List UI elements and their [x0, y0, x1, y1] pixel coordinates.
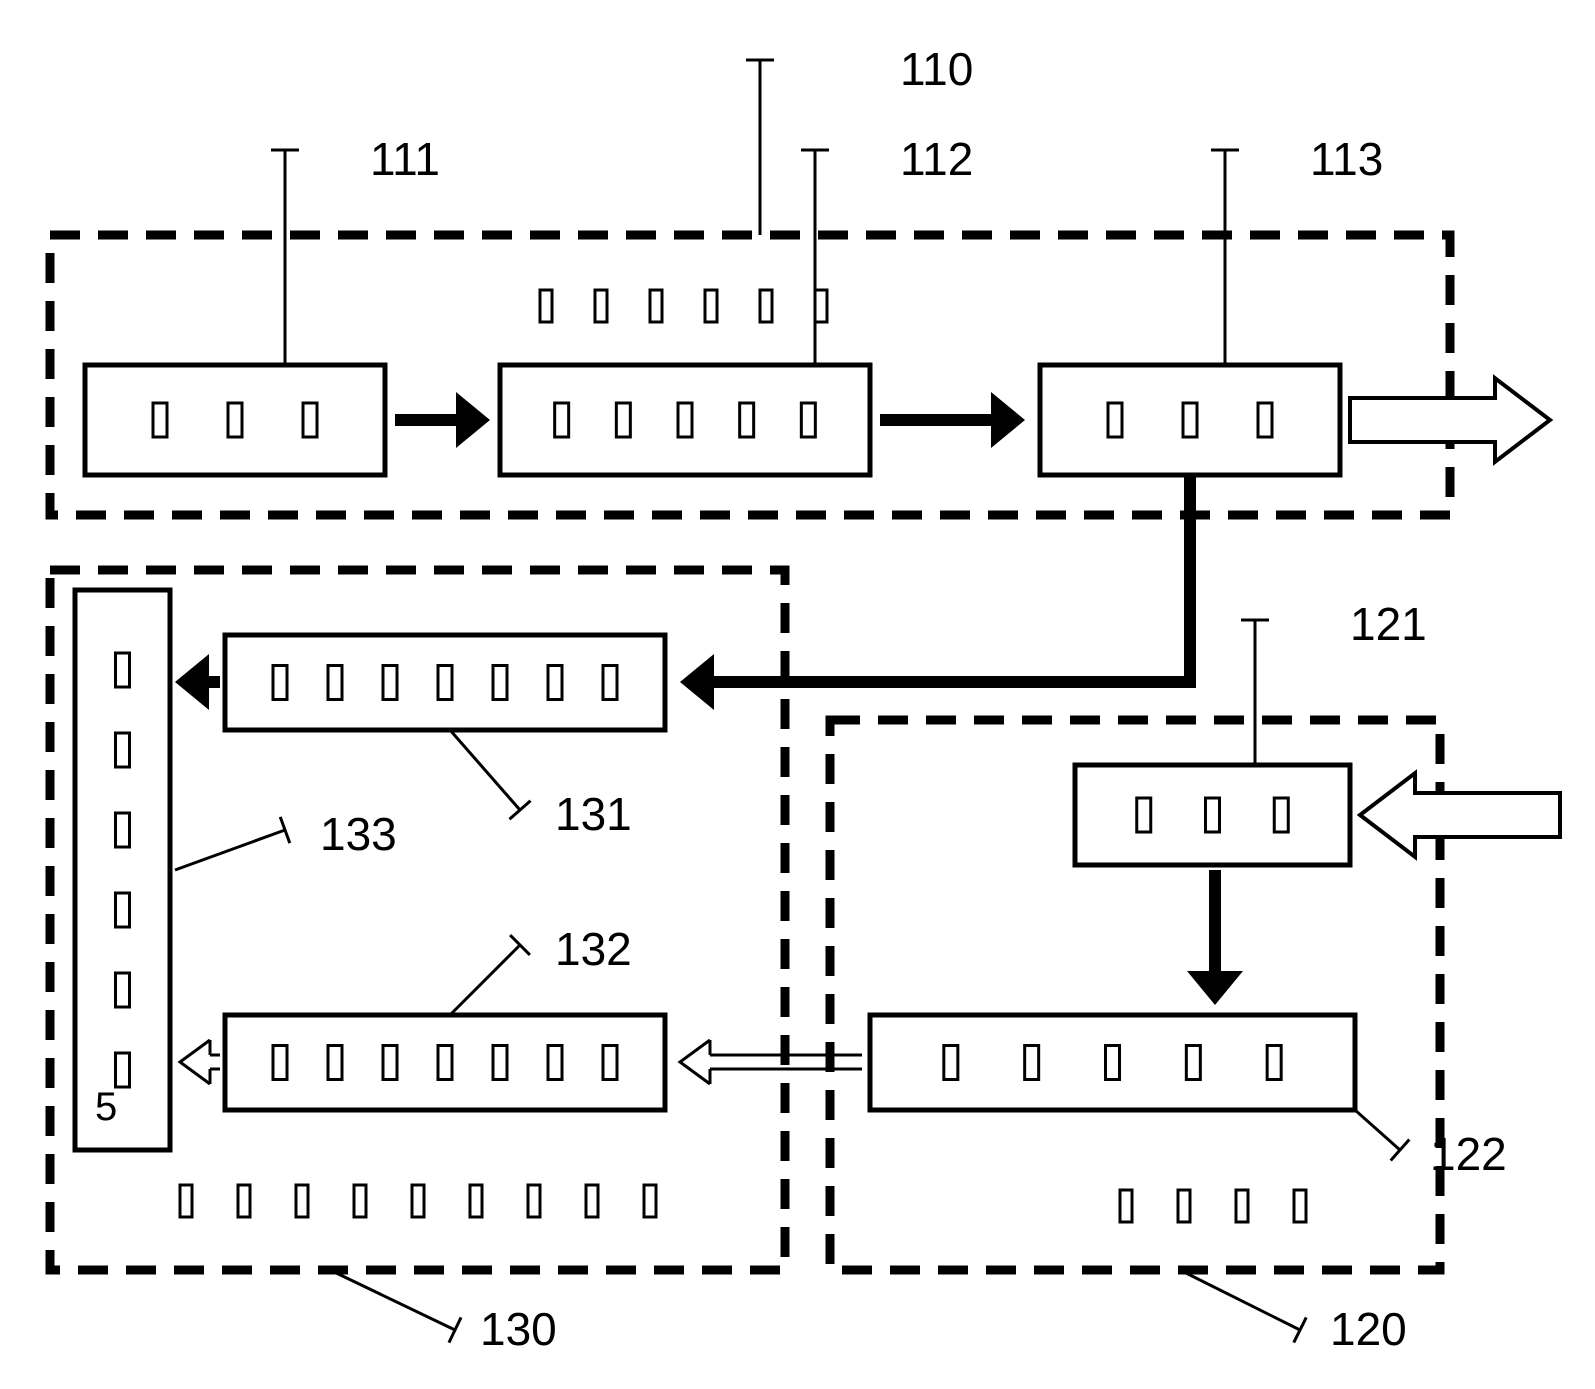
label-L133: 133: [320, 808, 397, 860]
label-L120: 120: [1330, 1303, 1407, 1355]
label-L5: 5: [95, 1085, 117, 1129]
label-L121: 121: [1350, 598, 1427, 650]
tick-row-T130: [180, 1185, 656, 1217]
label-L131: 131: [555, 788, 632, 840]
box-B111: [85, 365, 385, 475]
label-L122: 122: [1430, 1128, 1507, 1180]
box-B122: [870, 1015, 1355, 1110]
label-L113: 113: [1310, 133, 1383, 185]
box-B112: [500, 365, 870, 475]
box-B132: [225, 1015, 665, 1110]
box-B121: [1075, 765, 1350, 865]
label-L110: 110: [900, 43, 973, 95]
box-B131: [225, 635, 665, 730]
label-L132: 132: [555, 923, 632, 975]
box-B113: [1040, 365, 1340, 475]
label-L112: 112: [900, 133, 973, 185]
label-L111: 111: [370, 133, 440, 185]
box-B133: [75, 590, 170, 1150]
label-L130: 130: [480, 1303, 557, 1355]
